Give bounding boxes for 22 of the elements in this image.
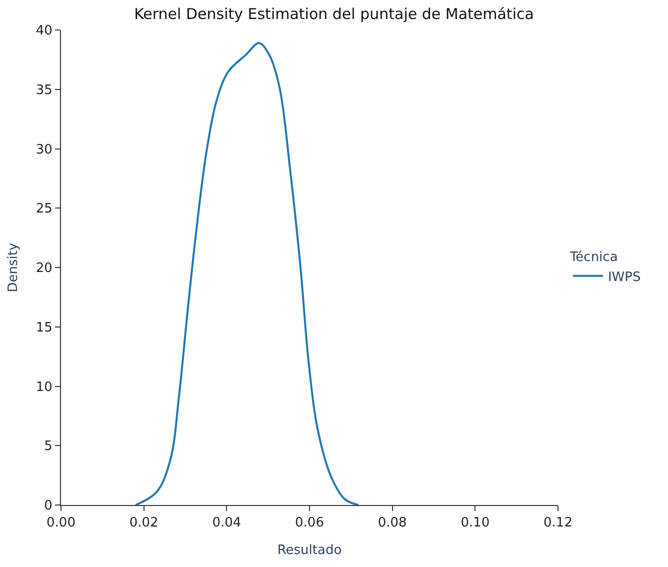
y-tick-label: 5 — [44, 439, 52, 454]
y-tick-label: 10 — [36, 380, 52, 395]
y-axis-title: Density — [6, 242, 21, 292]
y-tick-label: 35 — [36, 82, 52, 98]
y-tick-label: 0 — [44, 498, 52, 514]
x-tick-label: 0.08 — [378, 516, 407, 531]
y-tick-label: 40 — [36, 24, 52, 39]
x-axis-title: Resultado — [277, 543, 342, 558]
x-tick-label: 0.00 — [46, 516, 76, 531]
x-tick-label: 0.02 — [129, 516, 158, 531]
y-tick-label: 15 — [36, 320, 52, 336]
x-tick-label: 0.12 — [544, 516, 572, 531]
chart-title: Kernel Density Estimation del puntaje de Matemática — [134, 5, 534, 24]
legend-title: Técnica — [568, 250, 618, 265]
legend-label: IWPS — [608, 270, 641, 285]
x-tick-label: 0.06 — [295, 516, 324, 531]
x-tick-label: 0.10 — [460, 516, 490, 531]
line-series — [134, 42, 360, 505]
y-tick-label: 25 — [36, 202, 52, 217]
y-tick-label: 20 — [36, 261, 52, 276]
y-tick-label: 30 — [36, 142, 52, 158]
x-tick-label: 0.04 — [212, 516, 242, 531]
